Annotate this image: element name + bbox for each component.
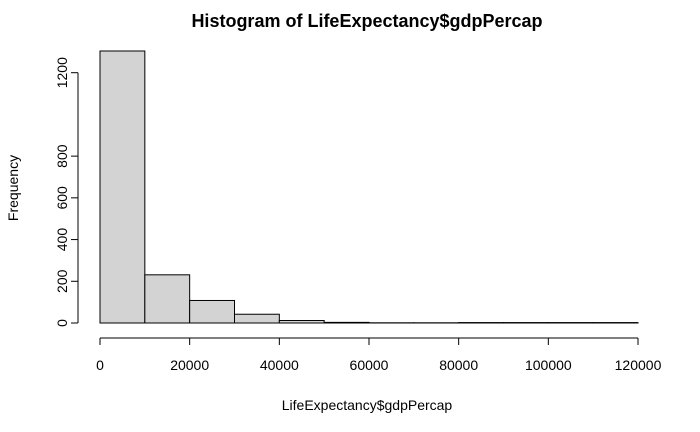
y-axis-label: Frequency xyxy=(5,155,21,221)
y-tick-label: 200 xyxy=(54,269,70,293)
histogram-bar xyxy=(144,274,191,324)
x-tick-label: 120000 xyxy=(615,357,662,373)
y-tick-label: 1200 xyxy=(54,57,70,88)
chart-title: Histogram of LifeExpectancy$gdpPercap xyxy=(191,11,542,31)
x-tick-label: 80000 xyxy=(439,357,478,373)
y-axis: 0 200 400 600 800 1200 xyxy=(54,57,79,327)
x-tick-label: 60000 xyxy=(350,357,389,373)
x-axis: 0 20000 40000 60000 80000 100000 120000 xyxy=(96,337,662,373)
x-tick-label: 100000 xyxy=(525,357,572,373)
histogram-bar xyxy=(99,50,146,324)
x-tick-label: 20000 xyxy=(170,357,209,373)
x-tick-label: 0 xyxy=(96,357,104,373)
histogram-bar xyxy=(323,321,370,324)
x-axis-label: LifeExpectancy$gdpPercap xyxy=(282,397,453,413)
histogram-bar xyxy=(189,299,236,324)
y-tick-label: 0 xyxy=(54,319,70,327)
y-tick-label: 600 xyxy=(54,186,70,210)
histogram-bar xyxy=(234,313,280,324)
bars-group xyxy=(99,50,639,324)
x-tick-label: 40000 xyxy=(260,357,299,373)
y-tick-label: 800 xyxy=(54,144,70,168)
histogram-bar xyxy=(278,319,325,324)
y-tick-label: 400 xyxy=(54,228,70,252)
